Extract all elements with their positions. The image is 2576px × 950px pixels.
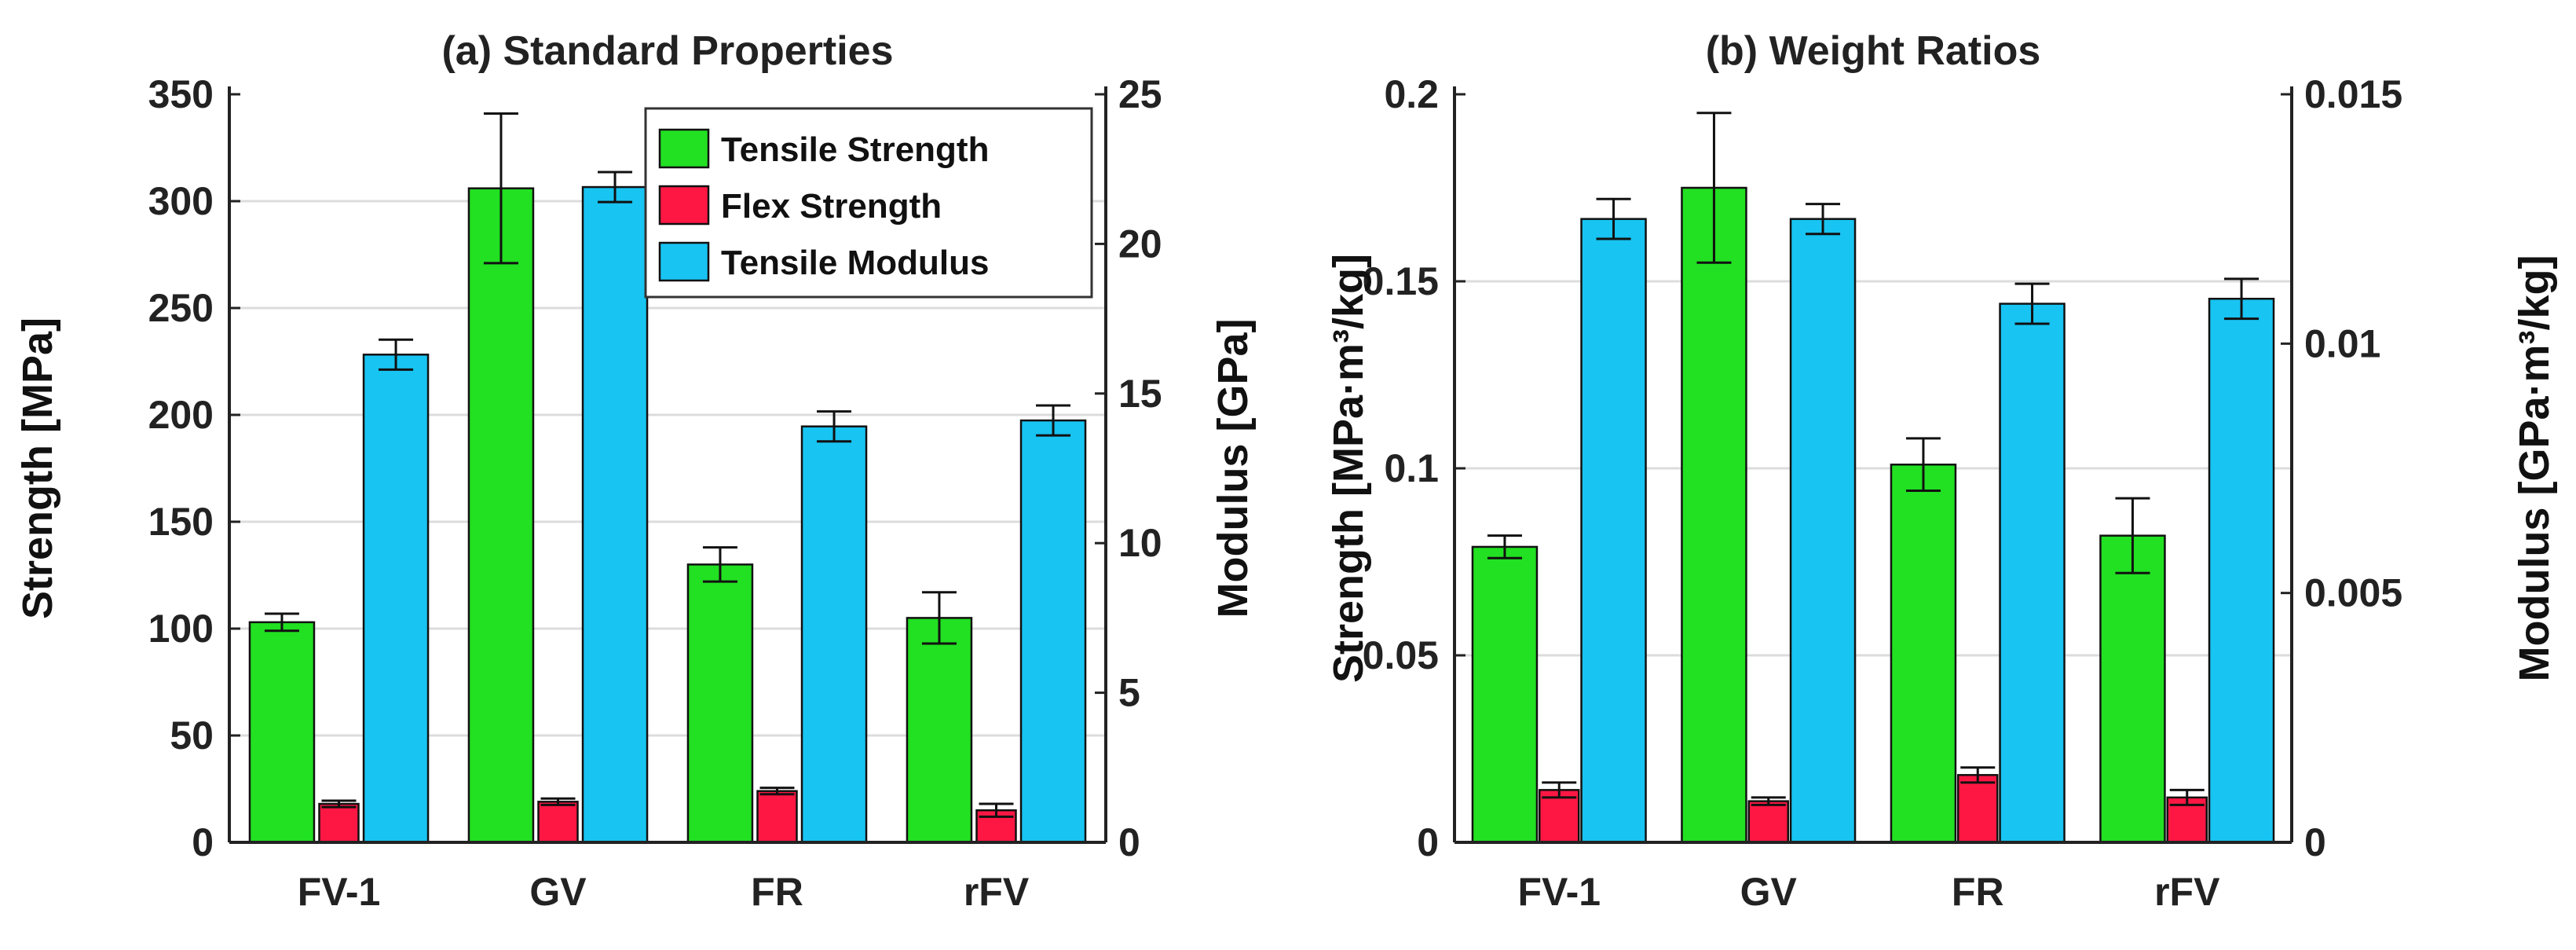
bar-tensile-modulus-fv-1 <box>1580 218 1647 844</box>
bar-tensile-modulus-rfv <box>1019 419 1087 844</box>
bar-flex-strength-gv <box>1747 800 1789 844</box>
legend-swatch-tensile-modulus <box>658 241 710 282</box>
chart-title: (b) Weight Ratios <box>1706 28 2041 74</box>
bar-tensile-modulus-fr <box>1999 303 2066 844</box>
y-right-tick-label: 5 <box>1118 671 1140 715</box>
bar-flex-strength-fr <box>1957 774 1999 844</box>
bar-tensile-modulus-fv-1 <box>362 354 430 844</box>
bar-tensile-modulus-rfv <box>2208 297 2275 844</box>
legend-swatch-flex-strength <box>658 185 710 226</box>
y-tick-label: 100 <box>148 607 214 651</box>
y-tick-label: 200 <box>148 393 214 437</box>
y-right-tick-label: 20 <box>1118 222 1162 266</box>
y-right-axis-label: Modulus [GPa] <box>1209 319 1257 618</box>
bar-tensile-modulus-fr <box>800 425 868 844</box>
y-axis-label: Strength [MPa·m³/kg] <box>1325 254 1372 683</box>
y-right-tick-label: 0.015 <box>2304 72 2402 116</box>
bar-tensile-strength-fr <box>686 563 754 844</box>
y-right-tick-label: 0.01 <box>2304 321 2380 365</box>
chart-title: (a) Standard Properties <box>441 28 893 74</box>
x-tick-label: rFV <box>964 870 1030 914</box>
bar-tensile-modulus-gv <box>1789 218 1857 844</box>
x-tick-label: GV <box>1740 870 1798 914</box>
y-right-tick-label: 15 <box>1118 372 1162 416</box>
bar-tensile-modulus-gv <box>581 185 649 844</box>
legend-label-tensile-strength: Tensile Strength <box>721 130 989 169</box>
y-tick-label: 250 <box>148 286 214 330</box>
bar-flex-strength-fv-1 <box>318 802 360 844</box>
y-right-tick-label: 25 <box>1118 72 1162 116</box>
bar-tensile-strength-rfv <box>906 617 973 844</box>
bar-flex-strength-fv-1 <box>1539 789 1580 844</box>
bar-tensile-strength-fv-1 <box>1471 545 1539 844</box>
x-tick-label: rFV <box>2154 870 2220 914</box>
bar-flex-strength-gv <box>537 801 579 844</box>
y-right-tick-label: 0.005 <box>2304 571 2402 615</box>
bar-tensile-strength-gv <box>467 187 535 844</box>
y-right-axis-label: Modulus [GPa·m³/kg] <box>2511 255 2558 682</box>
y-tick-label: 300 <box>148 179 214 223</box>
legend: Tensile Strength Flex Strength Tensile Mod… <box>644 107 1093 299</box>
y-tick-label: 150 <box>148 500 214 544</box>
legend-label-flex-strength: Flex Strength <box>721 187 942 226</box>
y-right-tick-label: 10 <box>1118 521 1162 565</box>
bar-tensile-strength-fr <box>1890 463 1957 844</box>
legend-label-tensile-modulus: Tensile Modulus <box>721 244 989 282</box>
y-tick-label: 0.05 <box>1363 633 1439 677</box>
y-tick-label: 0.15 <box>1363 259 1439 303</box>
y-tick-label: 0 <box>192 820 214 864</box>
x-tick-label: FV-1 <box>298 870 381 914</box>
bar-flex-strength-fr <box>756 790 798 844</box>
y-tick-label: 50 <box>170 713 214 757</box>
y-tick-label: 0.2 <box>1384 72 1439 116</box>
x-tick-label: FR <box>751 870 803 914</box>
chart-panel-b: (b) Weight Ratios 0 0.05 0.1 0.15 0.2 0 0.005 0.… <box>1325 28 2558 914</box>
x-tick-label: FR <box>1952 870 2004 914</box>
x-tick-label: FV-1 <box>1517 870 1601 914</box>
y-right-tick-label: 0 <box>1118 820 1140 864</box>
x-tick-label: GV <box>529 870 587 914</box>
y-tick-label: 0 <box>1417 820 1439 864</box>
bar-tensile-strength-rfv <box>2099 534 2166 844</box>
y-axis-label: Strength [MPa] <box>14 317 61 619</box>
legend-swatch-tensile-strength <box>658 128 710 169</box>
y-tick-label: 350 <box>148 72 214 116</box>
y-tick-label: 0.1 <box>1384 446 1439 490</box>
y-right-tick-label: 0 <box>2304 820 2326 864</box>
bar-tensile-strength-gv <box>1681 186 1747 844</box>
legend-box <box>644 107 1093 299</box>
chart-panel-a: (a) Standard Properties05010015020025030… <box>14 28 1257 914</box>
bar-tensile-strength-fv-1 <box>248 621 316 844</box>
